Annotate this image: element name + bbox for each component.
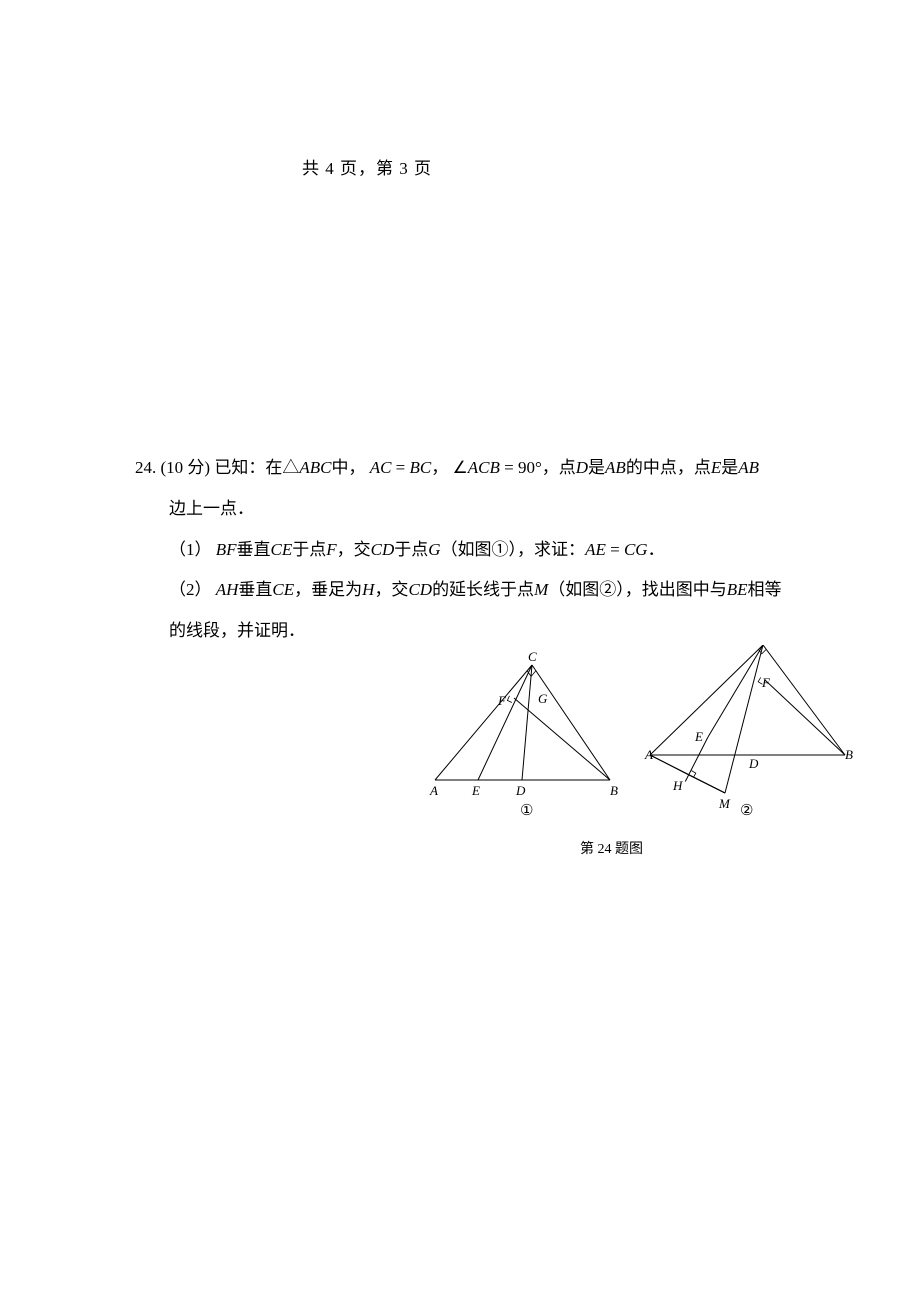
p2-ce: CE (272, 580, 294, 599)
svg-text:A: A (644, 747, 653, 762)
p1-cg: CG (624, 540, 648, 559)
seg-ab-2: AB (738, 458, 759, 477)
svg-text:F: F (761, 675, 771, 690)
figure-caption: 第 24 题图 (580, 838, 643, 858)
text-d: 是 (588, 458, 605, 477)
p2-b: 垂直 (238, 580, 272, 599)
p1-h: 于点 (394, 540, 428, 559)
page-info: 共 4 页，第 3 页 (302, 154, 432, 179)
problem-24: 24. (10 分) 已知：在△ABC中， AC = BC， ∠ACB = 90… (135, 448, 855, 652)
p2-j: （如图②），找出图中与 (548, 580, 727, 599)
svg-text:E: E (694, 729, 703, 744)
p2-ah: AH (216, 580, 239, 599)
figure-svg: ABCDEFG① ABCDEHMF② (420, 645, 860, 825)
intro-a: 已知：在△ (214, 458, 299, 477)
part2-num: （2） (169, 580, 212, 599)
p1-j: （如图①），求证： (441, 540, 586, 559)
p1-ce: CE (271, 540, 293, 559)
p2-l: 相等 (748, 580, 782, 599)
p1-d: 于点 (292, 540, 326, 559)
comma-2: ，点 (542, 458, 576, 477)
eq-sign-2: = (500, 458, 518, 477)
svg-text:M: M (718, 796, 731, 811)
p2-d: ，垂足为 (294, 580, 362, 599)
svg-text:②: ② (740, 803, 753, 819)
svg-text:D: D (748, 756, 759, 771)
intro-b: 中， (331, 458, 365, 477)
p1-bf: BF (216, 540, 237, 559)
svg-text:H: H (672, 778, 683, 793)
p1-f2: ，交 (337, 540, 371, 559)
eq-sign-3: = (606, 540, 624, 559)
tri-abc: ABC (299, 458, 331, 477)
svg-text:①: ① (520, 803, 533, 819)
p2-cd: CD (408, 580, 432, 599)
eq1-rhs: BC (410, 458, 432, 477)
p2-h: H (362, 580, 374, 599)
svg-text:C: C (528, 649, 537, 664)
angle-name: ACB (468, 458, 500, 477)
angle-val: 90° (518, 458, 542, 477)
seg-ab: AB (605, 458, 626, 477)
p2-m2: 的线段，并证明． (169, 621, 305, 640)
part1-num: （1） (169, 540, 212, 559)
svg-text:B: B (610, 783, 618, 798)
p1-ae: AE (585, 540, 606, 559)
svg-text:B: B (845, 747, 853, 762)
p2-h2: 的延长线于点 (432, 580, 534, 599)
p1-cd: CD (371, 540, 395, 559)
p1-g: G (428, 540, 440, 559)
text-mid: 的中点，点 (626, 458, 711, 477)
pt-d: D (576, 458, 588, 477)
eq-sign-1: = (391, 458, 409, 477)
svg-text:F: F (497, 693, 507, 708)
q-number: 24. (135, 458, 156, 477)
q-points: (10 分) (161, 458, 211, 477)
svg-text:D: D (515, 783, 526, 798)
eq1-lhs: AC (370, 458, 392, 477)
p1-m: ． (648, 540, 665, 559)
p2-be: BE (727, 580, 748, 599)
angle-symbol: ∠ (453, 458, 468, 477)
comma-1: ， (431, 458, 448, 477)
text-e2: 边上一点． (169, 499, 254, 518)
pt-e: E (711, 458, 721, 477)
figures: ABCDEFG① ABCDEHMF② (420, 645, 870, 845)
p1-b: 垂直 (237, 540, 271, 559)
p2-f: ，交 (374, 580, 408, 599)
p1-f: F (326, 540, 336, 559)
p2-m: M (534, 580, 548, 599)
text-e: 是 (721, 458, 738, 477)
svg-text:A: A (429, 783, 438, 798)
svg-text:G: G (538, 691, 548, 706)
svg-text:E: E (471, 783, 480, 798)
